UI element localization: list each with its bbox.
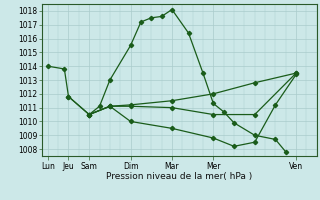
X-axis label: Pression niveau de la mer( hPa ): Pression niveau de la mer( hPa ) — [106, 172, 252, 181]
